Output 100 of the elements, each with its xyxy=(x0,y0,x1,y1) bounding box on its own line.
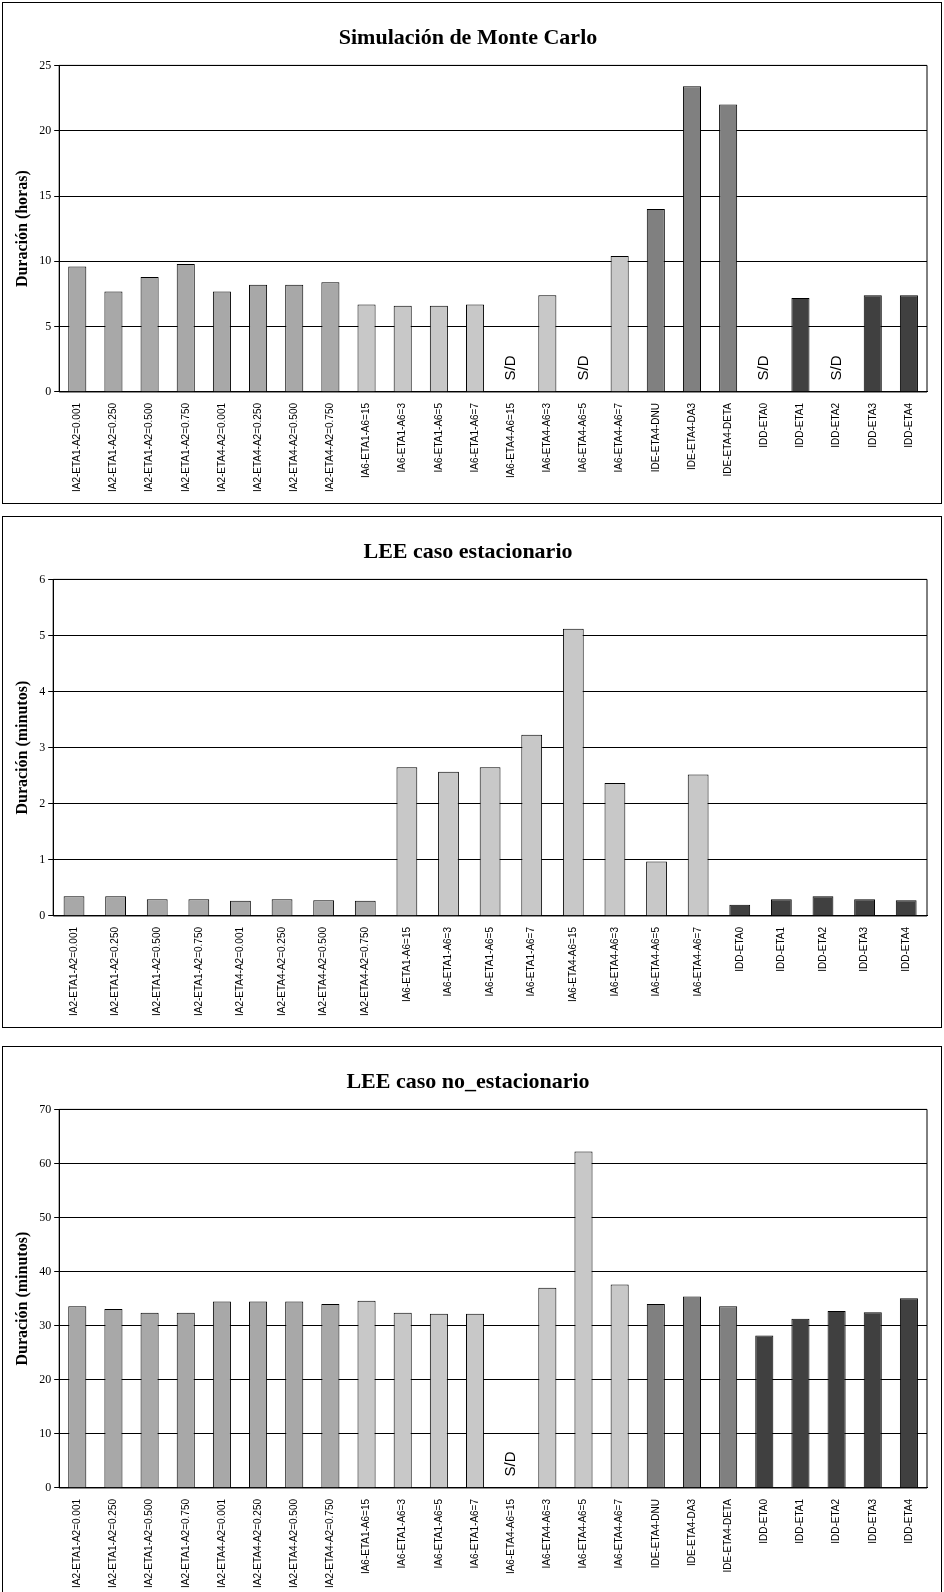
text: S/D xyxy=(754,355,772,381)
x-tick-label: IA2-ETA1-A2=0.750 xyxy=(179,1498,191,1589)
x-tick-label: IA6-ETA1-A6=3 xyxy=(396,1498,408,1569)
x-tick-label: IA2-ETA4-A2=0.250 xyxy=(251,402,263,493)
x-tick-label: IA6-ETA1-A6=5 xyxy=(432,1498,444,1569)
x-tick-label: IA6-ETA1-A6=15 xyxy=(400,926,412,1003)
x-tick-label: IA6-ETA1-A6=7 xyxy=(525,926,537,997)
x-tick-label: IA6-ETA4-A6=7 xyxy=(691,926,703,997)
x-tick-label: IA2-ETA4-A2=0.750 xyxy=(324,402,336,493)
x-tick-label: IA6-ETA1-A6=15 xyxy=(360,402,372,479)
x-tick-label: IA2-ETA4-A2=0.001 xyxy=(215,402,227,493)
y-tick-label: 20 xyxy=(39,1371,52,1386)
x-tick-label: IA6-ETA4-A6=3 xyxy=(608,926,620,997)
x-tick-label: IDE-ETA4-DA3 xyxy=(685,402,697,471)
x-tick-label: IA6-ETA4-A6=7 xyxy=(613,1498,625,1569)
x-tick-label: IDD-ETA2 xyxy=(816,926,828,972)
x-tick-label: IA2-ETA4-A2=0.750 xyxy=(324,1498,336,1589)
x-tick-label: IA6-ETA1-A6=5 xyxy=(432,402,444,473)
y-tick-label: 25 xyxy=(39,57,52,72)
x-tick-label: IA2-ETA1-A2=0.250 xyxy=(107,402,119,493)
x-tick-label: IA2-ETA1-A2=0.750 xyxy=(192,926,204,1017)
x-tick-label: IA2-ETA1-A2=0.001 xyxy=(71,1498,83,1589)
y-tick-label: 6 xyxy=(39,571,46,586)
x-tick-label: IA6-ETA1-A6=3 xyxy=(442,926,454,997)
x-tick-label: IDD-ETA4 xyxy=(902,1498,914,1544)
y-tick-label: 5 xyxy=(39,627,46,642)
x-tick-label: IDD-ETA1 xyxy=(794,402,806,448)
y-tick-label: 20 xyxy=(39,122,52,137)
x-tick-label: IA2-ETA4-A2=0.001 xyxy=(215,1498,227,1589)
x-tick-label: IA6-ETA4-A6=15 xyxy=(504,402,516,479)
chart-title: LEE caso no_estacionario xyxy=(346,1067,590,1093)
x-tick-label: IA2-ETA4-A2=0.250 xyxy=(251,1498,263,1589)
x-tick-label: IDD-ETA0 xyxy=(758,402,770,448)
x-tick-label: IDE-ETA4-DETA xyxy=(721,402,733,477)
x-tick-label: IA2-ETA1-A2=0.500 xyxy=(143,402,155,493)
x-tick-label: IA2-ETA4-A2=0.250 xyxy=(275,926,287,1017)
y-tick-label: 70 xyxy=(39,1101,52,1116)
x-tick-label: IA2-ETA4-A2=0.001 xyxy=(234,926,246,1017)
x-tick-label: IA2-ETA1-A2=0.250 xyxy=(107,1498,119,1589)
x-tick-label: IA6-ETA4-A6=15 xyxy=(504,1498,516,1575)
y-axis-title: Duración (horas) xyxy=(12,170,31,288)
y-tick-label: 0 xyxy=(39,908,46,923)
x-tick-label: IDD-ETA1 xyxy=(794,1498,806,1544)
y-tick-label: 50 xyxy=(39,1209,52,1224)
y-tick-label: 60 xyxy=(39,1155,52,1170)
x-tick-label: IA6-ETA4-A6=7 xyxy=(613,402,625,473)
y-tick-label: 30 xyxy=(39,1317,52,1332)
x-tick-label: IA2-ETA4-A2=0.500 xyxy=(287,402,299,493)
x-tick-label: IDD-ETA3 xyxy=(858,926,870,972)
y-tick-label: 10 xyxy=(39,1426,52,1441)
x-tick-label: IDD-ETA1 xyxy=(775,926,787,972)
text: S/D xyxy=(573,355,591,381)
y-tick-label: 5 xyxy=(45,318,52,333)
x-tick-label: IA2-ETA4-A2=0.750 xyxy=(359,926,371,1017)
x-tick-label: IDD-ETA4 xyxy=(899,926,911,972)
text: S/D xyxy=(826,355,844,381)
x-tick-label: IA6-ETA1-A6=15 xyxy=(360,1498,372,1575)
text: S/D xyxy=(501,355,519,381)
x-tick-label: IDD-ETA4 xyxy=(902,402,914,448)
x-tick-label: IDD-ETA3 xyxy=(866,1498,878,1544)
x-tick-label: IDD-ETA3 xyxy=(866,402,878,448)
x-tick-label: IA2-ETA1-A2=0.500 xyxy=(150,926,162,1017)
text: S/D xyxy=(501,1451,519,1477)
x-tick-label: IA2-ETA1-A2=0.250 xyxy=(109,926,121,1017)
x-tick-label: IA6-ETA4-A6=5 xyxy=(650,926,662,997)
x-tick-label: IA2-ETA1-A2=0.500 xyxy=(143,1498,155,1589)
x-tick-label: IA6-ETA1-A6=7 xyxy=(468,1498,480,1569)
x-tick-label: IDD-ETA0 xyxy=(733,926,745,972)
y-tick-label: 40 xyxy=(39,1263,52,1278)
y-tick-label: 0 xyxy=(45,1480,52,1495)
x-tick-label: IA6-ETA4-A6=5 xyxy=(577,402,589,473)
y-tick-label: 3 xyxy=(39,739,46,754)
x-tick-label: IA2-ETA1-A2=0.750 xyxy=(179,402,191,493)
x-tick-label: IA6-ETA1-A6=7 xyxy=(468,402,480,473)
x-tick-label: IA2-ETA4-A2=0.500 xyxy=(317,926,329,1017)
x-tick-label: IA6-ETA4-A6=3 xyxy=(541,1498,553,1569)
y-tick-label: 4 xyxy=(39,683,46,698)
x-tick-label: IDD-ETA0 xyxy=(758,1498,770,1544)
y-tick-label: 10 xyxy=(39,253,52,268)
x-tick-label: IA2-ETA1-A2=0.001 xyxy=(67,926,79,1017)
x-tick-label: IDD-ETA2 xyxy=(830,1498,842,1544)
y-tick-label: 2 xyxy=(39,795,46,810)
x-tick-label: IDE-ETA4-DNU xyxy=(649,402,661,473)
y-tick-label: 0 xyxy=(45,384,52,399)
x-tick-label: IA2-ETA4-A2=0.500 xyxy=(287,1498,299,1589)
x-tick-label: IA6-ETA1-A6=5 xyxy=(483,926,495,997)
x-tick-label: IDE-ETA4-DETA xyxy=(721,1498,733,1573)
y-tick-label: 1 xyxy=(39,852,46,867)
x-tick-label: IA6-ETA4-A6=3 xyxy=(541,402,553,473)
x-tick-label: IA6-ETA1-A6=3 xyxy=(396,402,408,473)
chart-title: Simulación de Monte Carlo xyxy=(338,23,598,49)
x-tick-label: IDD-ETA2 xyxy=(830,402,842,448)
y-axis-title: Duración (minutos) xyxy=(12,680,31,815)
x-tick-label: IDE-ETA4-DNU xyxy=(649,1498,661,1569)
y-tick-label: 15 xyxy=(39,188,52,203)
y-axis-title: Duración (minutos) xyxy=(12,1231,31,1366)
x-tick-label: IDE-ETA4-DA3 xyxy=(685,1498,697,1567)
chart-title: LEE caso estacionario xyxy=(363,537,573,563)
x-tick-label: IA6-ETA4-A6=5 xyxy=(577,1498,589,1569)
x-tick-label: IA2-ETA1-A2=0.001 xyxy=(71,402,83,493)
